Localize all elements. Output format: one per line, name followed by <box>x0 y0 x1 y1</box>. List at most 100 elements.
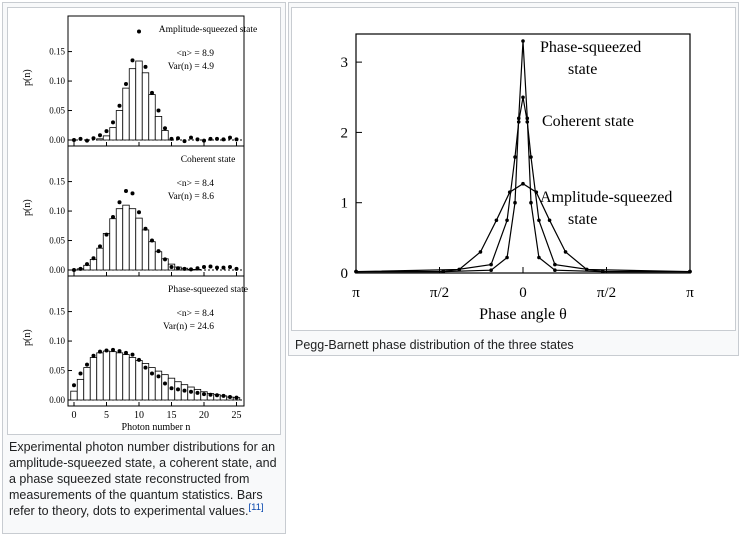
citation-link[interactable]: [11] <box>248 501 264 513</box>
theory-bar <box>96 247 104 271</box>
experiment-dot <box>202 138 206 143</box>
series-point <box>505 255 509 260</box>
experiment-dot <box>72 268 76 272</box>
series-point <box>563 250 568 254</box>
experiment-dot <box>182 139 187 144</box>
photon-panel-2: 0.00 0.05 0.10 0.15 p(n) Coherent state <n> = … <box>22 145 245 277</box>
experiment-dot <box>234 137 239 142</box>
theory-bar <box>102 350 111 401</box>
experiment-dot <box>156 249 161 254</box>
experiment-dot <box>143 365 148 370</box>
experiment-dot <box>124 350 128 355</box>
experiment-dot <box>150 238 154 243</box>
experiment-dot <box>143 64 148 69</box>
experiment-dot <box>104 348 109 353</box>
x-tick-label: 20 <box>199 410 209 421</box>
y-tick-label: 0.05 <box>49 106 65 116</box>
experiment-dot <box>176 266 180 271</box>
experiment-dot <box>117 349 122 354</box>
y-tick-label: 0.10 <box>49 76 65 86</box>
phase-distribution-image[interactable]: 0 1 2 3 π π/2 0 π/2 π Phase angle θ Phase-squeezed… <box>291 7 736 331</box>
experiment-dot <box>215 393 219 398</box>
experiment-dot <box>111 120 115 125</box>
experiment-dot <box>98 349 102 354</box>
theory-bar <box>128 357 137 401</box>
experiment-dot <box>98 133 102 138</box>
plot-frame <box>355 33 691 274</box>
series-point <box>505 218 509 223</box>
experiment-dot <box>104 129 109 134</box>
experiment-dot <box>130 352 135 357</box>
series-point <box>489 268 493 272</box>
experiment-dot <box>111 347 115 352</box>
experiment-dot <box>91 136 96 141</box>
experiment-dot <box>202 392 206 397</box>
x-tick-label: π/2 <box>430 285 449 301</box>
series-line <box>356 40 690 273</box>
experiment-dot <box>221 137 226 142</box>
experiment-dot <box>189 267 193 272</box>
theory-bar <box>115 110 124 141</box>
y-tick-label: 3 <box>341 55 349 71</box>
theory-bar <box>109 218 117 271</box>
x-tick-label: 10 <box>134 410 144 421</box>
x-tick-label: π <box>686 285 694 301</box>
experiment-dot <box>195 137 200 142</box>
experiment-dot <box>85 138 89 143</box>
theory-bar <box>148 94 156 141</box>
panel-title: Coherent state <box>181 155 236 165</box>
theory-bar <box>96 352 104 401</box>
y-axis-label: p(n) <box>22 329 33 346</box>
experiment-dot <box>195 266 200 271</box>
experiment-dot <box>124 82 128 86</box>
experiment-dot <box>195 390 200 395</box>
experiment-dot <box>130 191 135 196</box>
series-label: state <box>568 61 597 78</box>
series-point <box>529 200 533 205</box>
experiment-dot <box>72 138 76 142</box>
photon-number-image[interactable]: 0.00 0.05 0.10 0.15 p(n) Amplitude-squeezed s… <box>7 7 281 435</box>
theory-bar <box>122 204 130 271</box>
series-point <box>537 218 541 223</box>
theory-bar <box>154 116 163 141</box>
theory-bar <box>161 374 169 401</box>
experiment-dot <box>137 29 141 34</box>
series-point <box>494 218 499 223</box>
theory-bar <box>115 208 124 271</box>
theory-bar <box>89 357 98 401</box>
panel-annotation: <n> = 8.4 <box>177 309 215 319</box>
theory-bar <box>83 367 91 401</box>
panel-title: Amplitude-squeezed state <box>159 25 257 35</box>
theory-bar <box>76 378 85 401</box>
theory-bar <box>141 72 150 141</box>
series-point <box>529 155 533 159</box>
theory-bar <box>109 127 117 141</box>
x-tick-label: π/2 <box>597 285 616 301</box>
theory-bar <box>89 258 98 271</box>
y-tick-label: 0.10 <box>49 336 65 346</box>
experiment-dot <box>78 266 83 271</box>
x-axis-label: Phase angle θ <box>479 306 567 323</box>
theory-bar <box>102 135 111 141</box>
theory-bar <box>141 229 150 271</box>
experiment-dot <box>208 136 213 141</box>
photon-panel-3: 0.00 0.05 0.10 0.15 p(n) Phase-squeezed state… <box>22 275 248 407</box>
theory-bar <box>128 208 137 271</box>
series-point <box>516 120 521 124</box>
experiment-dot <box>215 136 219 141</box>
experiment-dot <box>163 381 167 386</box>
experiment-dot <box>208 392 213 397</box>
theory-bar <box>148 241 156 271</box>
phase-distribution-chart: 0 1 2 3 π π/2 0 π/2 π Phase angle θ Phase-squeezed… <box>341 33 694 323</box>
series-point <box>553 268 557 272</box>
photon-panel-1: 0.00 0.05 0.10 0.15 p(n) Amplitude-squeezed s… <box>22 15 257 147</box>
photon-number-charts: 0.00 0.05 0.10 0.15 p(n) Amplitude-squeezed s… <box>22 15 257 433</box>
theory-bar <box>96 138 104 141</box>
theory-bar <box>122 354 130 401</box>
experiment-dot <box>221 393 226 398</box>
panel-annotation: Var(n) = 8.6 <box>168 191 214 202</box>
y-tick-label: 0.15 <box>49 307 65 317</box>
y-axis-label: p(n) <box>22 69 33 86</box>
experiment-dot <box>91 353 96 358</box>
experiment-dot <box>208 264 213 269</box>
